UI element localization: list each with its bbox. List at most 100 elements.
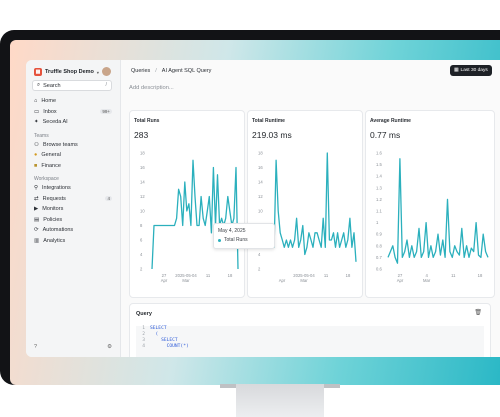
breadcrumb: Queries / AI Agent SQL Query xyxy=(131,68,211,74)
inbox-count-badge: 99+ xyxy=(100,108,112,114)
x-tick-label: Mar xyxy=(423,278,431,283)
breadcrumb-queries[interactable]: Queries xyxy=(131,68,151,74)
x-tick-label: 4 xyxy=(425,273,428,278)
date-range-button[interactable]: ▦ Last 30 days xyxy=(450,65,492,76)
y-tick-label: 0.6 xyxy=(376,267,382,272)
sidebar-item-requests[interactable]: ⇄ Requests 4 xyxy=(32,194,114,205)
y-tick-label: 0.7 xyxy=(376,255,382,260)
card-value: 219.03 ms xyxy=(252,130,292,140)
sidebar-item-monitors[interactable]: ▶ Monitors xyxy=(32,204,114,215)
team-general-icon: ● xyxy=(34,152,38,159)
settings-icon[interactable]: ⚙ xyxy=(107,344,112,350)
inbox-icon: ▭ xyxy=(34,108,40,115)
card-title: Total Runs xyxy=(134,118,160,124)
y-tick-label: 16 xyxy=(258,165,263,170)
y-tick-label: 1.3 xyxy=(376,185,382,190)
sidebar-item-label: Finance xyxy=(41,162,61,169)
tooltip-series-label: Total Runs xyxy=(224,237,248,243)
sidebar-item-general[interactable]: ● General xyxy=(32,150,114,161)
sidebar-item-browse-teams[interactable]: ⚇ Browse teams xyxy=(32,140,114,151)
code-line: 2 ( xyxy=(136,332,484,338)
query-title: Query xyxy=(136,311,152,317)
breadcrumb-separator: / xyxy=(155,68,157,74)
y-tick-label: 0.8 xyxy=(376,243,382,248)
search-icon: ⌕ xyxy=(37,82,41,88)
help-icon[interactable]: ? xyxy=(34,344,38,350)
trash-icon[interactable]: 🗑 xyxy=(474,310,482,316)
x-tick-label: 18 xyxy=(478,273,483,278)
y-tick-label: 18 xyxy=(140,151,145,156)
sidebar-item-label: Seceda AI xyxy=(42,119,68,126)
x-tick-label: 27 xyxy=(398,273,403,278)
monitor-stand xyxy=(236,384,324,417)
sidebar-item-integrations[interactable]: ⚲ Integrations xyxy=(32,183,114,194)
requests-count-badge: 4 xyxy=(105,195,112,201)
x-tick-label: Apr xyxy=(279,278,286,283)
policy-icon: ▤ xyxy=(34,216,40,223)
workspace-switcher[interactable]: ▦ Truffle Shop Demo ▾ xyxy=(34,68,99,76)
x-tick-label: 11 xyxy=(451,273,456,278)
search-input[interactable]: ⌕ Search / xyxy=(32,80,112,91)
x-tick-label: Mar xyxy=(182,278,190,283)
y-tick-label: 10 xyxy=(258,209,263,214)
date-range-label: Last 30 days xyxy=(460,68,488,73)
sidebar-item-automations[interactable]: ⟳ Automations xyxy=(32,225,114,236)
sidebar-item-analytics[interactable]: ▥ Analytics xyxy=(32,236,114,247)
chart-tooltip: May 4, 2025 Total Runs xyxy=(213,223,275,249)
card-value: 283 xyxy=(134,130,149,140)
users-icon: ⚇ xyxy=(34,141,39,148)
page-title: AI Agent SQL Query xyxy=(161,68,212,74)
sidebar-item-seceda-ai[interactable]: ✦ Seceda AI xyxy=(32,117,114,128)
y-tick-label: 0.9 xyxy=(376,232,382,237)
y-tick-label: 2 xyxy=(140,267,143,272)
sidebar-item-label: Policies xyxy=(43,216,63,223)
code-line: 1 SELECT xyxy=(136,326,484,332)
sidebar-footer: ? ⚙ xyxy=(34,344,112,350)
avatar[interactable] xyxy=(102,67,111,76)
sidebar-item-label: Home xyxy=(41,98,56,105)
x-tick-label: 27 xyxy=(162,273,167,278)
y-tick-label: 1.1 xyxy=(376,209,382,214)
line-number: 1 xyxy=(142,326,145,331)
code-text: COUNT(*) xyxy=(150,344,189,349)
x-tick-label: 18 xyxy=(228,273,233,278)
description-input[interactable]: Add description... xyxy=(129,85,174,91)
series-dot-icon xyxy=(218,238,221,242)
sidebar-item-label: Monitors xyxy=(42,206,64,213)
home-icon: ⌂ xyxy=(34,98,38,105)
sql-editor[interactable]: 1 SELECT 2 ( 3 SELECT 4 COUNT(*) xyxy=(136,326,484,357)
teams-heading: Teams xyxy=(34,132,49,139)
y-tick-label: 16 xyxy=(140,165,145,170)
card-value: 0.77 ms xyxy=(370,130,401,140)
automation-icon: ⟳ xyxy=(34,227,39,234)
sidebar-item-policies[interactable]: ▤ Policies xyxy=(32,215,114,226)
y-tick-label: 8 xyxy=(140,223,143,228)
search-shortcut: / xyxy=(105,82,107,88)
sidebar-item-home[interactable]: ⌂ Home xyxy=(32,96,114,107)
x-tick-label: 11 xyxy=(206,273,211,278)
line-number: 4 xyxy=(142,344,145,349)
y-tick-label: 18 xyxy=(258,151,263,156)
sidebar-nav: ⌂ Home ▭ Inbox 99+ ✦ Seceda AI Teams ⚇ B… xyxy=(32,96,114,246)
sidebar-item-label: Automations xyxy=(42,227,74,234)
sidebar-item-label: Analytics xyxy=(43,237,66,244)
sidebar-item-label: Browse teams xyxy=(42,141,78,148)
x-tick-label: 18 xyxy=(346,273,351,278)
monitor-icon: ▶ xyxy=(34,206,39,213)
code-text: SELECT xyxy=(150,338,178,343)
sidebar-item-finance[interactable]: ■ Finance xyxy=(32,161,114,172)
code-text: ( xyxy=(150,332,159,337)
x-tick-label: 2025-05-04 xyxy=(175,273,197,278)
x-tick-label: 2025-05-04 xyxy=(293,273,315,278)
y-tick-label: 1.4 xyxy=(376,174,382,179)
y-tick-label: 4 xyxy=(258,252,261,257)
workspace-name: Truffle Shop Demo xyxy=(45,69,94,75)
sidebar-item-inbox[interactable]: ▭ Inbox 99+ xyxy=(32,107,114,118)
plug-icon: ⚲ xyxy=(34,185,39,192)
code-line: 3 SELECT xyxy=(136,338,484,344)
sidebar-item-label: Integrations xyxy=(42,185,71,192)
requests-icon: ⇄ xyxy=(34,195,39,202)
